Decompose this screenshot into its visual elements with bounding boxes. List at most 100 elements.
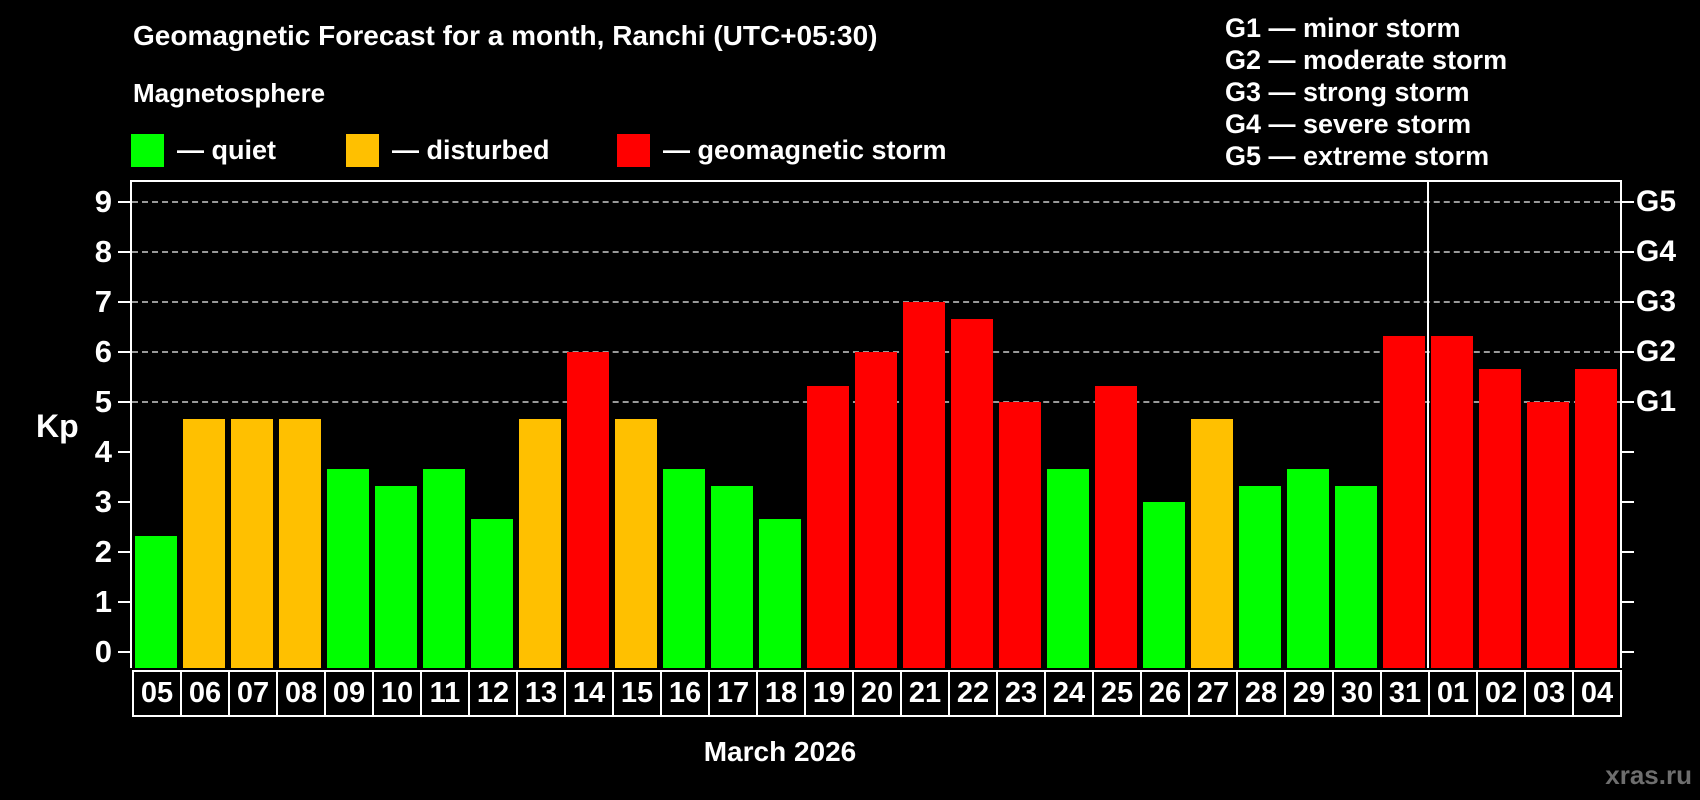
legend-swatch-disturbed: [346, 133, 379, 167]
kp-bar-05: [135, 535, 177, 668]
watermark: xras.ru: [1605, 760, 1692, 790]
day-cell-26: 26: [1140, 670, 1190, 717]
kp-bar-31: [1383, 335, 1425, 668]
day-cell-25: 25: [1092, 670, 1142, 717]
g-legend-line-g4: G4 — severe storm: [1225, 109, 1472, 139]
legend-swatch-storm: [617, 133, 650, 167]
day-cell-12: 12: [468, 670, 518, 717]
y-tick-label-7: 7: [94, 284, 112, 319]
g-axis-label-g4: G4: [1636, 235, 1677, 268]
kp-bar-09: [327, 468, 369, 668]
gridline-g4: [132, 251, 1620, 253]
gridline-g3: [132, 301, 1620, 303]
y-tick-7: [118, 301, 130, 303]
y-tick-label-8: 8: [94, 234, 112, 269]
y-tick-label-0: 0: [94, 634, 112, 669]
plot-area: [130, 180, 1622, 668]
x-axis-month-label: March 2026: [703, 736, 857, 767]
kp-bar-15: [615, 418, 657, 668]
legend-label-storm: — geomagnetic storm: [663, 134, 947, 165]
g-scale-legend: G1 — minor storm G2 — moderate storm G3 — …: [1225, 12, 1507, 172]
legend-label-quiet: — quiet: [177, 134, 276, 165]
magnetosphere-label: Magnetosphere: [133, 78, 326, 108]
day-cell-16: 16: [660, 670, 710, 717]
y-tick-label-6: 6: [94, 334, 112, 369]
y-tick-label-3: 3: [94, 484, 112, 519]
g-legend-line-g1: G1 — minor storm: [1225, 13, 1461, 43]
day-cell-15: 15: [612, 670, 662, 717]
chart-title: Geomagnetic Forecast for a month, Ranchi…: [133, 20, 878, 51]
kp-bar-27: [1191, 418, 1233, 668]
g-tick-6: [1622, 351, 1634, 353]
day-cell-10: 10: [372, 670, 422, 717]
kp-bar-04: [1575, 368, 1617, 668]
kp-bar-26: [1143, 502, 1185, 668]
g-tick-7: [1622, 301, 1634, 303]
kp-bar-11: [423, 468, 465, 668]
day-cell-06: 06: [180, 670, 230, 717]
day-cell-24: 24: [1044, 670, 1094, 717]
g-axis-label-g1: G1: [1636, 385, 1677, 418]
day-cell-23: 23: [996, 670, 1046, 717]
g-tick-3: [1622, 501, 1634, 503]
g-axis-label-g5: G5: [1636, 185, 1677, 218]
gridline-g5: [132, 201, 1620, 203]
y-tick-6: [118, 351, 130, 353]
legend-label-disturbed: — disturbed: [392, 134, 550, 165]
day-cell-09: 09: [324, 670, 374, 717]
day-cell-08: 08: [276, 670, 326, 717]
g-tick-0: [1622, 651, 1634, 653]
g-legend-line-g2: G2 — moderate storm: [1225, 45, 1508, 75]
y-tick-0: [118, 651, 130, 653]
g-tick-5: [1622, 401, 1634, 403]
y-tick-8: [118, 251, 130, 253]
day-cell-02: 02: [1476, 670, 1526, 717]
day-cell-20: 20: [852, 670, 902, 717]
day-cell-14: 14: [564, 670, 614, 717]
g-tick-4: [1622, 451, 1634, 453]
kp-bar-01: [1431, 335, 1473, 668]
day-cell-17: 17: [708, 670, 758, 717]
kp-bar-17: [711, 485, 753, 668]
kp-bar-20: [855, 352, 897, 668]
kp-bar-16: [663, 468, 705, 668]
y-tick-label-1: 1: [94, 584, 112, 619]
legend-item-disturbed: — disturbed: [346, 130, 550, 170]
g-axis-label-g3: G3: [1636, 285, 1677, 318]
kp-bar-06: [183, 418, 225, 668]
kp-bar-12: [471, 518, 513, 668]
kp-bar-14: [567, 352, 609, 668]
kp-bar-19: [807, 385, 849, 668]
g-axis-label-g2: G2: [1636, 335, 1677, 368]
y-tick-label-4: 4: [94, 434, 112, 469]
day-cell-29: 29: [1284, 670, 1334, 717]
kp-bar-08: [279, 418, 321, 668]
day-cell-03: 03: [1524, 670, 1574, 717]
kp-bar-10: [375, 485, 417, 668]
day-cell-22: 22: [948, 670, 998, 717]
kp-bar-03: [1527, 402, 1569, 668]
y-axis-label: Kp: [36, 408, 79, 444]
g-legend-line-g3: G3 — strong storm: [1225, 77, 1470, 107]
day-cell-05: 05: [132, 670, 182, 717]
g-legend-line-g5: G5 — extreme storm: [1225, 141, 1490, 171]
g-tick-9: [1622, 201, 1634, 203]
day-cell-30: 30: [1332, 670, 1382, 717]
y-tick-3: [118, 501, 130, 503]
day-cell-19: 19: [804, 670, 854, 717]
day-cell-11: 11: [420, 670, 470, 717]
y-tick-9: [118, 201, 130, 203]
kp-bar-22: [951, 318, 993, 668]
kp-bar-30: [1335, 485, 1377, 668]
day-cell-04: 04: [1572, 670, 1622, 717]
day-cell-28: 28: [1236, 670, 1286, 717]
day-cell-07: 07: [228, 670, 278, 717]
kp-bar-25: [1095, 385, 1137, 668]
g-tick-2: [1622, 551, 1634, 553]
y-tick-label-5: 5: [94, 384, 112, 419]
g-tick-1: [1622, 601, 1634, 603]
y-tick-label-9: 9: [94, 184, 112, 219]
day-cell-18: 18: [756, 670, 806, 717]
kp-bar-18: [759, 518, 801, 668]
